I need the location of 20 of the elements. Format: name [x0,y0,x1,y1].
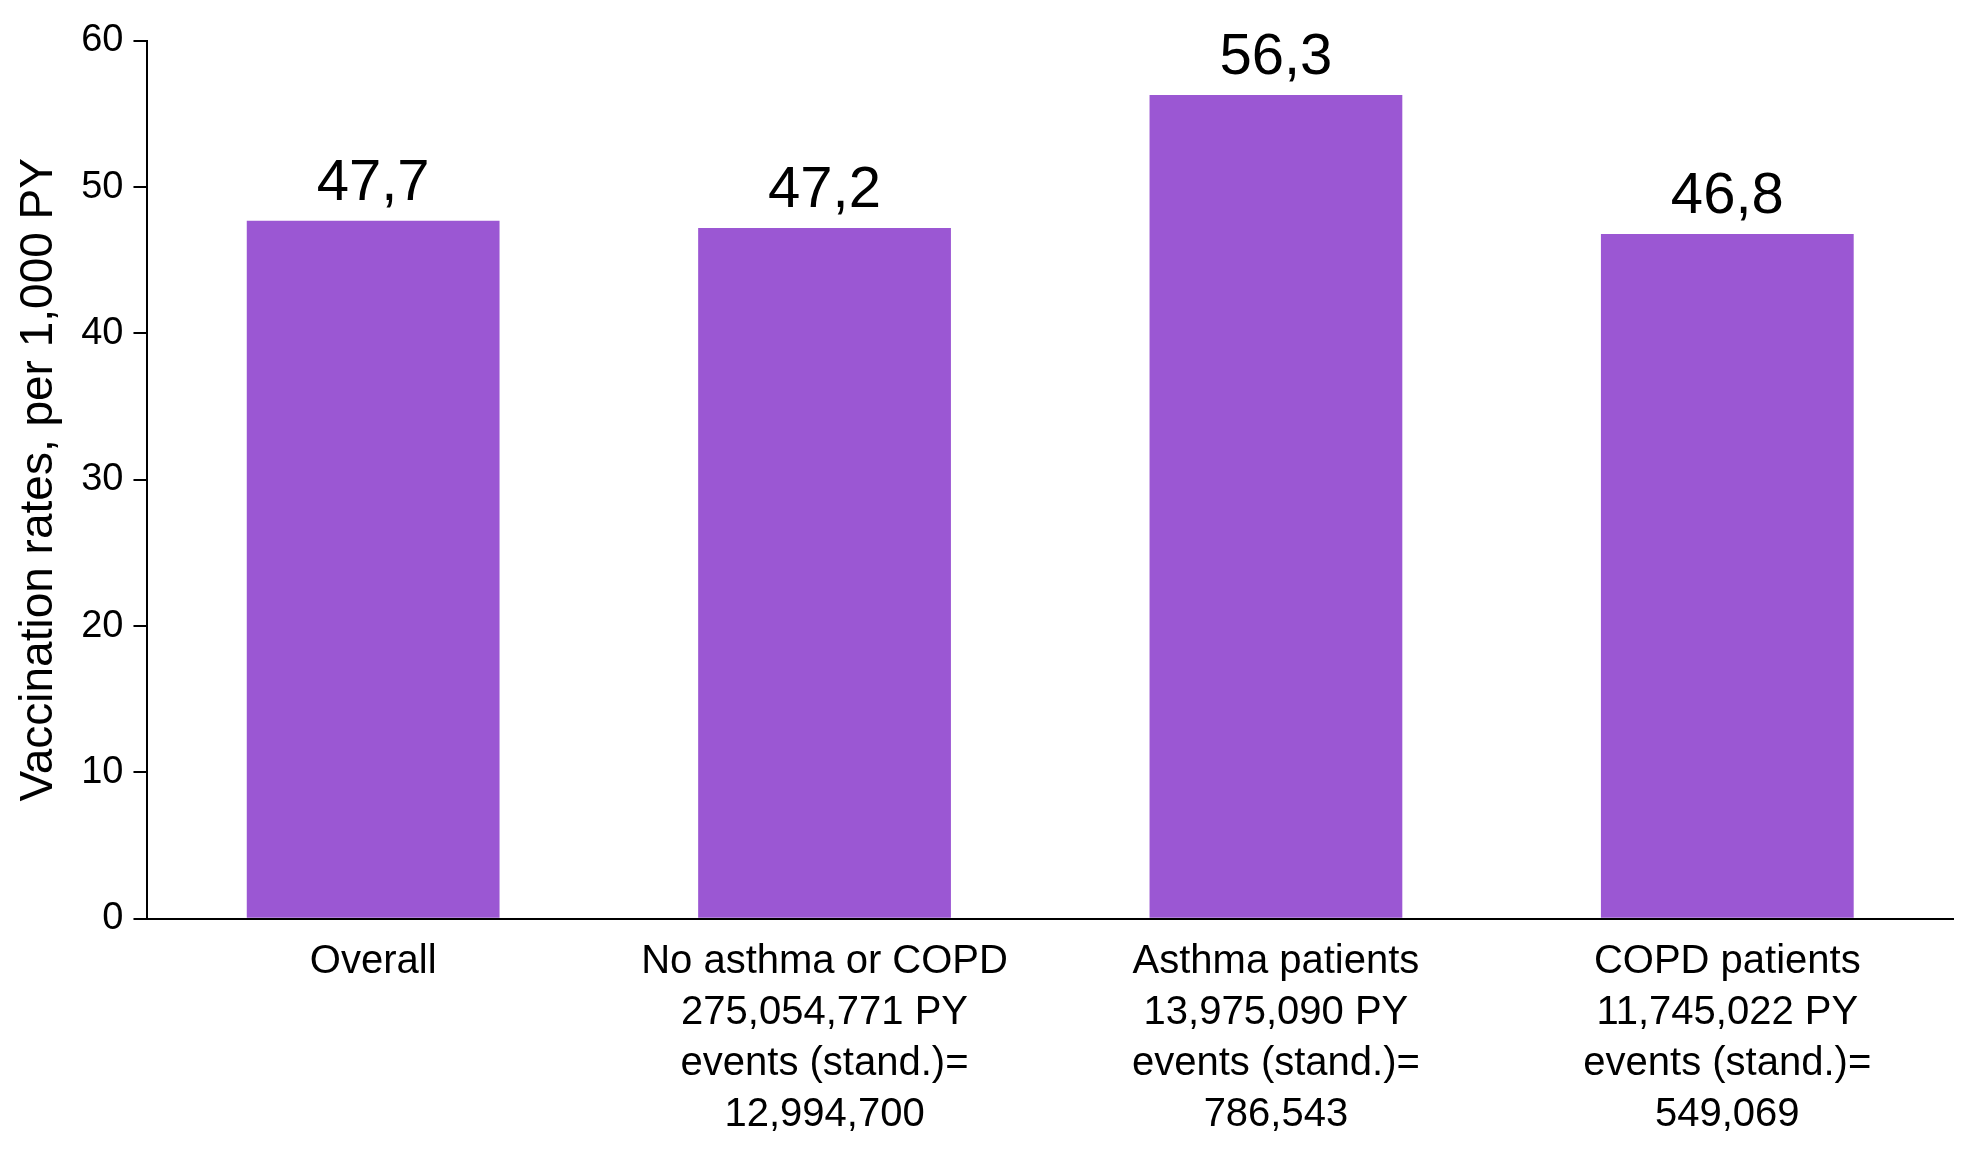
y-axis-title: Vaccination rates, per 1,000 PY [10,158,63,802]
x-tick-label: Overall [309,937,437,982]
data-label: 47,7 [316,146,430,212]
y-tick-label: 50 [81,163,124,206]
x-tick-label: COPD patients 11,745,022 PY events (stand.)= 549,069 [1583,937,1872,1134]
y-tick-label: 60 [81,17,124,60]
y-tick-label: 10 [81,748,124,791]
data-label: 46,8 [1670,159,1784,225]
x-tick-label: Asthma patients 13,975,090 PY events (stand.)= 786,543 [1131,937,1420,1134]
bar [698,228,951,918]
data-label: 47,2 [768,154,881,220]
bar [1149,94,1403,918]
y-tick-label: 0 [102,895,124,938]
bar [1600,233,1854,918]
y-tick-label: 30 [81,456,124,499]
x-tick-label: No asthma or COPD 275,054,771 PY events (stand.)= 12,994,700 [641,937,1008,1134]
y-tick-label: 20 [81,602,124,645]
data-label: 56,3 [1219,20,1333,86]
bar [246,220,500,918]
y-tick-label: 40 [81,309,124,352]
